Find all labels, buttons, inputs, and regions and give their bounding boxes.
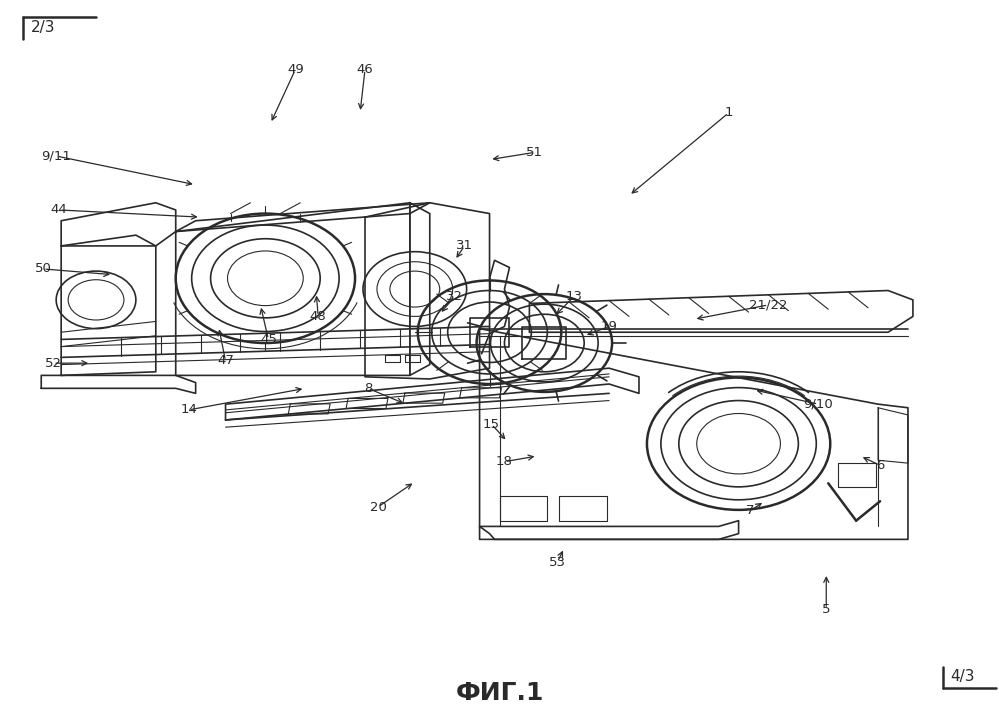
Text: 50: 50 — [35, 262, 52, 275]
Text: 44: 44 — [51, 204, 68, 217]
Text: 48: 48 — [310, 310, 327, 323]
Text: 52: 52 — [45, 357, 62, 370]
Text: 8: 8 — [364, 382, 373, 395]
Text: 20: 20 — [370, 500, 387, 513]
Text: 9/10: 9/10 — [803, 398, 833, 411]
Text: 45: 45 — [260, 333, 277, 346]
Text: 31: 31 — [457, 240, 474, 253]
Text: 5: 5 — [822, 603, 830, 616]
Text: 51: 51 — [525, 146, 542, 159]
Text: 53: 53 — [548, 556, 565, 569]
Text: ФИГ.1: ФИГ.1 — [456, 682, 543, 705]
Text: 18: 18 — [497, 455, 512, 468]
Text: 14: 14 — [180, 404, 197, 417]
Text: 6: 6 — [876, 458, 884, 471]
Text: 9/11: 9/11 — [41, 149, 71, 162]
Text: 49: 49 — [287, 64, 304, 77]
Text: 1: 1 — [724, 106, 733, 119]
Text: 4/3: 4/3 — [950, 669, 974, 684]
Text: 2/3: 2/3 — [31, 19, 56, 35]
Text: 13: 13 — [565, 290, 582, 303]
Text: 46: 46 — [357, 64, 374, 77]
Text: 15: 15 — [484, 418, 500, 431]
Text: 47: 47 — [217, 355, 234, 367]
Text: 21/22: 21/22 — [749, 298, 788, 311]
Text: 32: 32 — [447, 290, 464, 303]
Text: 7: 7 — [746, 504, 755, 517]
Text: 19: 19 — [600, 320, 617, 333]
